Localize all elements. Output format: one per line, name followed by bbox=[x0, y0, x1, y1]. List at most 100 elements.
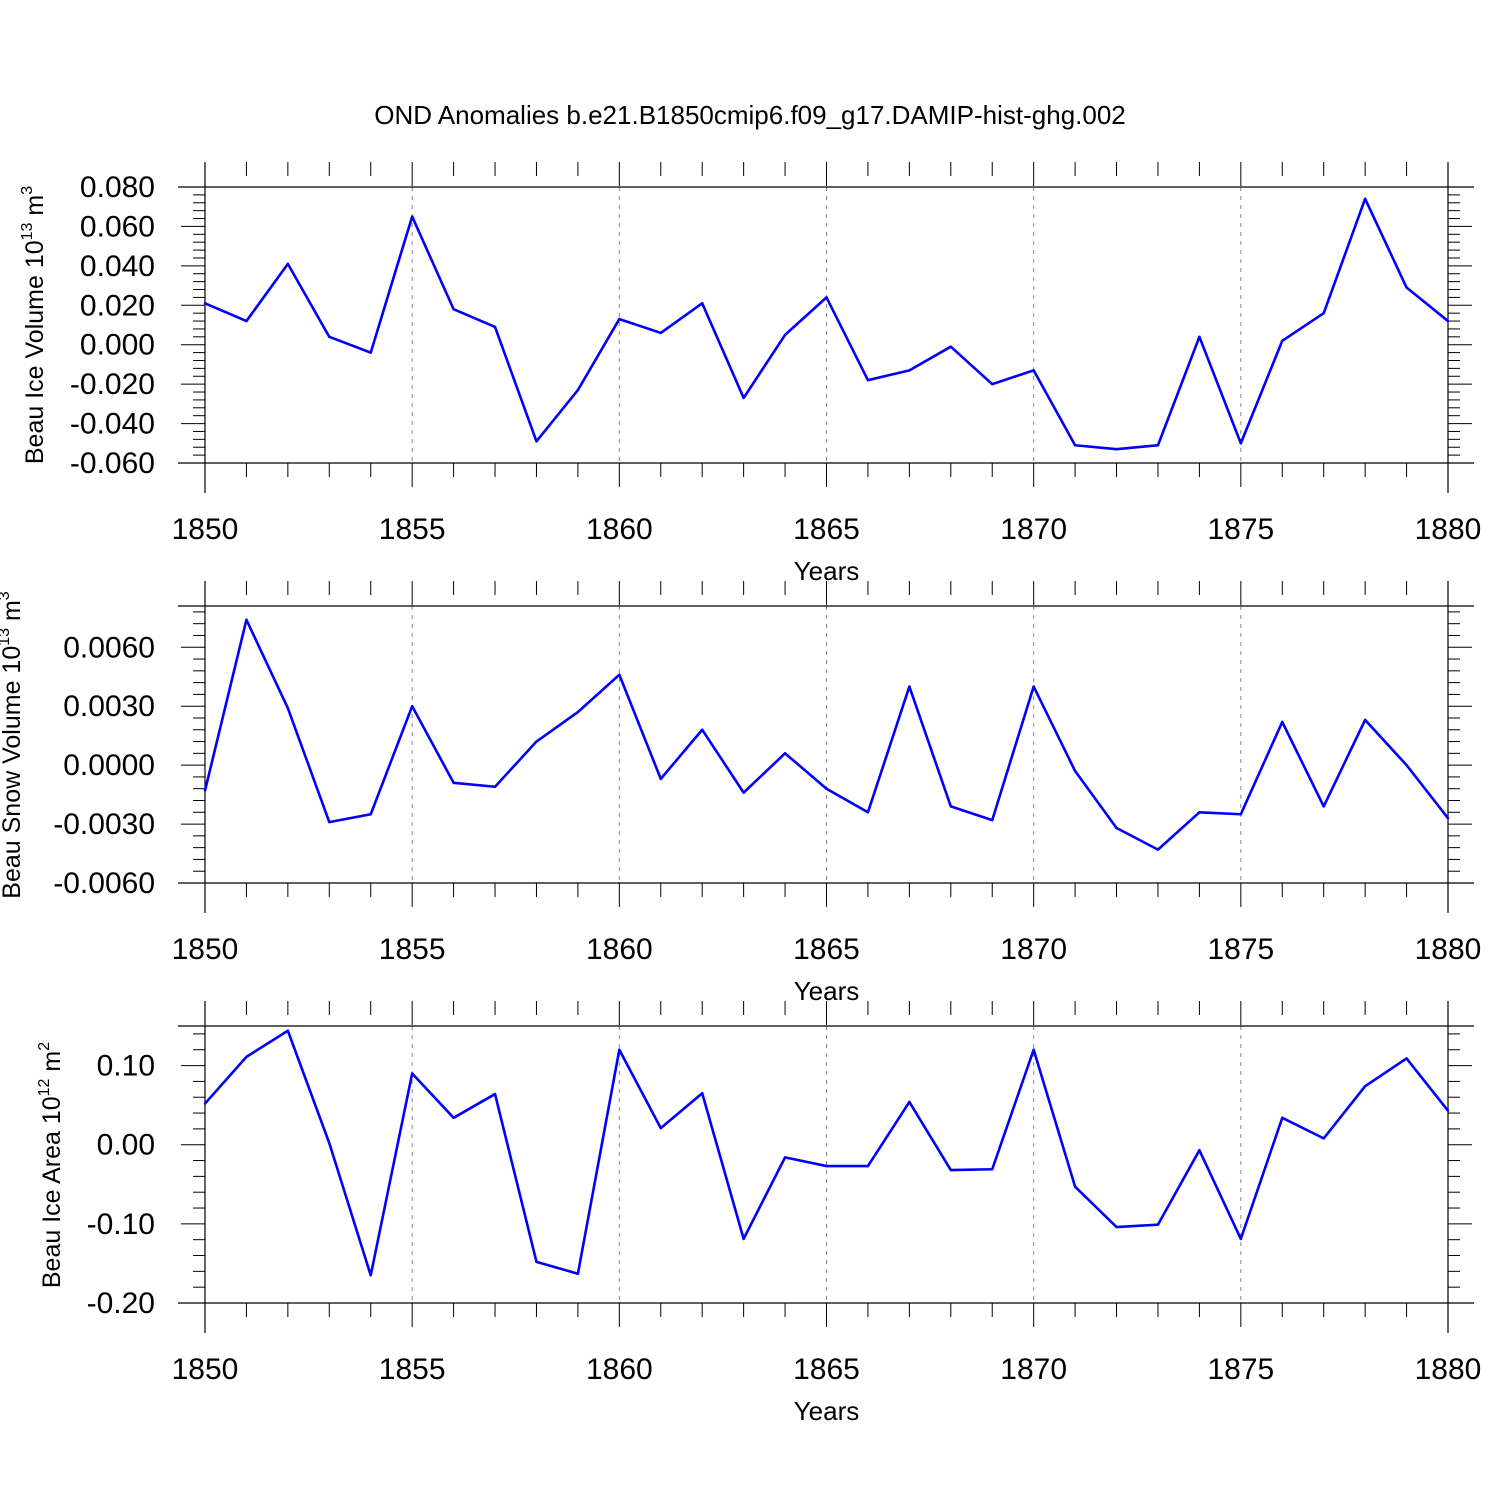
data-point bbox=[1032, 369, 1035, 372]
x-tick-label: 1860 bbox=[586, 513, 653, 546]
panel-2: 0.0060 0.0030 0.0000 -0.0030 -0.0060 1850 1855… bbox=[0, 581, 1481, 1006]
data-point bbox=[908, 1100, 911, 1104]
data-point bbox=[866, 811, 870, 814]
data-point bbox=[1239, 442, 1243, 445]
data-point bbox=[1322, 805, 1325, 808]
data-point bbox=[742, 396, 745, 400]
y-tick-label: 0.080 bbox=[80, 171, 155, 204]
data-point bbox=[701, 1092, 704, 1095]
data-point bbox=[493, 1092, 497, 1096]
x-tick-label: 1865 bbox=[793, 513, 860, 546]
data-point bbox=[659, 331, 662, 335]
data-point bbox=[1198, 335, 1201, 339]
data-point bbox=[286, 706, 290, 710]
y-tick-label: 0.060 bbox=[80, 210, 155, 243]
y-tick-label: -0.10 bbox=[87, 1208, 155, 1241]
data-point bbox=[1405, 763, 1408, 767]
y-axis-title: Beau Ice Volume 1013 m3 bbox=[19, 186, 49, 464]
data-point bbox=[825, 296, 828, 299]
data-point bbox=[908, 369, 911, 372]
x-tick-label: 1875 bbox=[1207, 513, 1274, 546]
data-point bbox=[1281, 1116, 1284, 1120]
data-point bbox=[991, 818, 994, 822]
y-tick-label: 0.020 bbox=[80, 289, 155, 322]
y-axis-title: Beau Snow Volume 1013 m3 bbox=[0, 591, 26, 899]
data-point bbox=[1281, 720, 1284, 724]
data-point bbox=[1115, 448, 1118, 451]
data-point bbox=[245, 319, 248, 323]
data-point bbox=[328, 335, 331, 339]
data-point bbox=[286, 262, 290, 266]
x-tick-label: 1855 bbox=[379, 933, 446, 966]
data-point bbox=[1239, 1237, 1243, 1241]
data-point bbox=[1363, 1084, 1367, 1088]
data-point bbox=[1073, 1185, 1077, 1188]
data-point bbox=[203, 302, 207, 305]
data-point bbox=[1446, 319, 1450, 323]
x-tick-label: 1880 bbox=[1415, 513, 1482, 546]
data-point bbox=[701, 302, 704, 305]
data-point bbox=[659, 777, 662, 781]
data-point bbox=[1032, 685, 1035, 688]
data-point bbox=[1032, 1048, 1035, 1051]
data-point bbox=[369, 351, 372, 354]
data-point bbox=[825, 1164, 828, 1168]
data-point bbox=[452, 781, 455, 785]
x-tick-label: 1850 bbox=[172, 1353, 239, 1386]
x-tick-label: 1865 bbox=[793, 933, 860, 966]
x-tick-label: 1875 bbox=[1207, 933, 1274, 966]
data-point bbox=[245, 618, 248, 621]
x-tick-label: 1855 bbox=[379, 513, 446, 546]
y-tick-label: -0.20 bbox=[87, 1287, 155, 1320]
y-tick-label: 0.040 bbox=[80, 250, 155, 283]
y-tick-label: -0.020 bbox=[70, 368, 155, 401]
data-point bbox=[1115, 826, 1118, 830]
data-point bbox=[1156, 444, 1160, 447]
y-tick-label: 0.00 bbox=[97, 1129, 155, 1162]
x-tick-label: 1860 bbox=[586, 1353, 653, 1386]
data-point bbox=[1156, 848, 1160, 851]
data-point bbox=[866, 379, 870, 382]
data-point bbox=[991, 1168, 994, 1171]
data-point bbox=[701, 728, 704, 731]
data-point bbox=[286, 1029, 290, 1032]
y-axis-title: Beau Ice Area 1012 m2 bbox=[36, 1042, 66, 1288]
data-point bbox=[991, 382, 994, 386]
data-point bbox=[203, 1102, 207, 1105]
data-point bbox=[576, 388, 580, 392]
data-point bbox=[493, 325, 497, 329]
data-point bbox=[1405, 1057, 1408, 1060]
data-point bbox=[783, 1156, 787, 1159]
y-tick-label: 0.0060 bbox=[63, 631, 155, 664]
data-point bbox=[618, 1048, 621, 1051]
data-point bbox=[369, 813, 372, 816]
x-tick-label: 1880 bbox=[1415, 1353, 1482, 1386]
data-point bbox=[369, 1274, 372, 1277]
data-point bbox=[576, 710, 580, 714]
y-tick-label: 0.0000 bbox=[63, 749, 155, 782]
data-point bbox=[203, 789, 207, 792]
data-point bbox=[1281, 339, 1284, 342]
data-point bbox=[452, 308, 455, 311]
data-point bbox=[783, 752, 787, 755]
y-tick-label: -0.060 bbox=[70, 447, 155, 480]
x-tick-label: 1860 bbox=[586, 933, 653, 966]
data-point bbox=[659, 1126, 662, 1130]
data-point bbox=[493, 785, 497, 788]
y-tick-label: 0.0030 bbox=[63, 690, 155, 723]
data-point bbox=[535, 440, 538, 443]
data-point bbox=[1115, 1225, 1118, 1229]
x-tick-label: 1855 bbox=[379, 1353, 446, 1386]
data-point bbox=[1239, 813, 1243, 816]
data-point bbox=[908, 685, 911, 688]
data-point bbox=[1073, 769, 1077, 773]
data-point bbox=[1322, 311, 1325, 315]
data-point bbox=[1073, 444, 1077, 447]
data-point bbox=[783, 333, 787, 337]
data-point bbox=[410, 1072, 414, 1075]
data-point bbox=[949, 805, 952, 808]
data-point bbox=[1363, 718, 1367, 722]
data-point bbox=[949, 1168, 952, 1172]
data-point bbox=[576, 1272, 580, 1275]
